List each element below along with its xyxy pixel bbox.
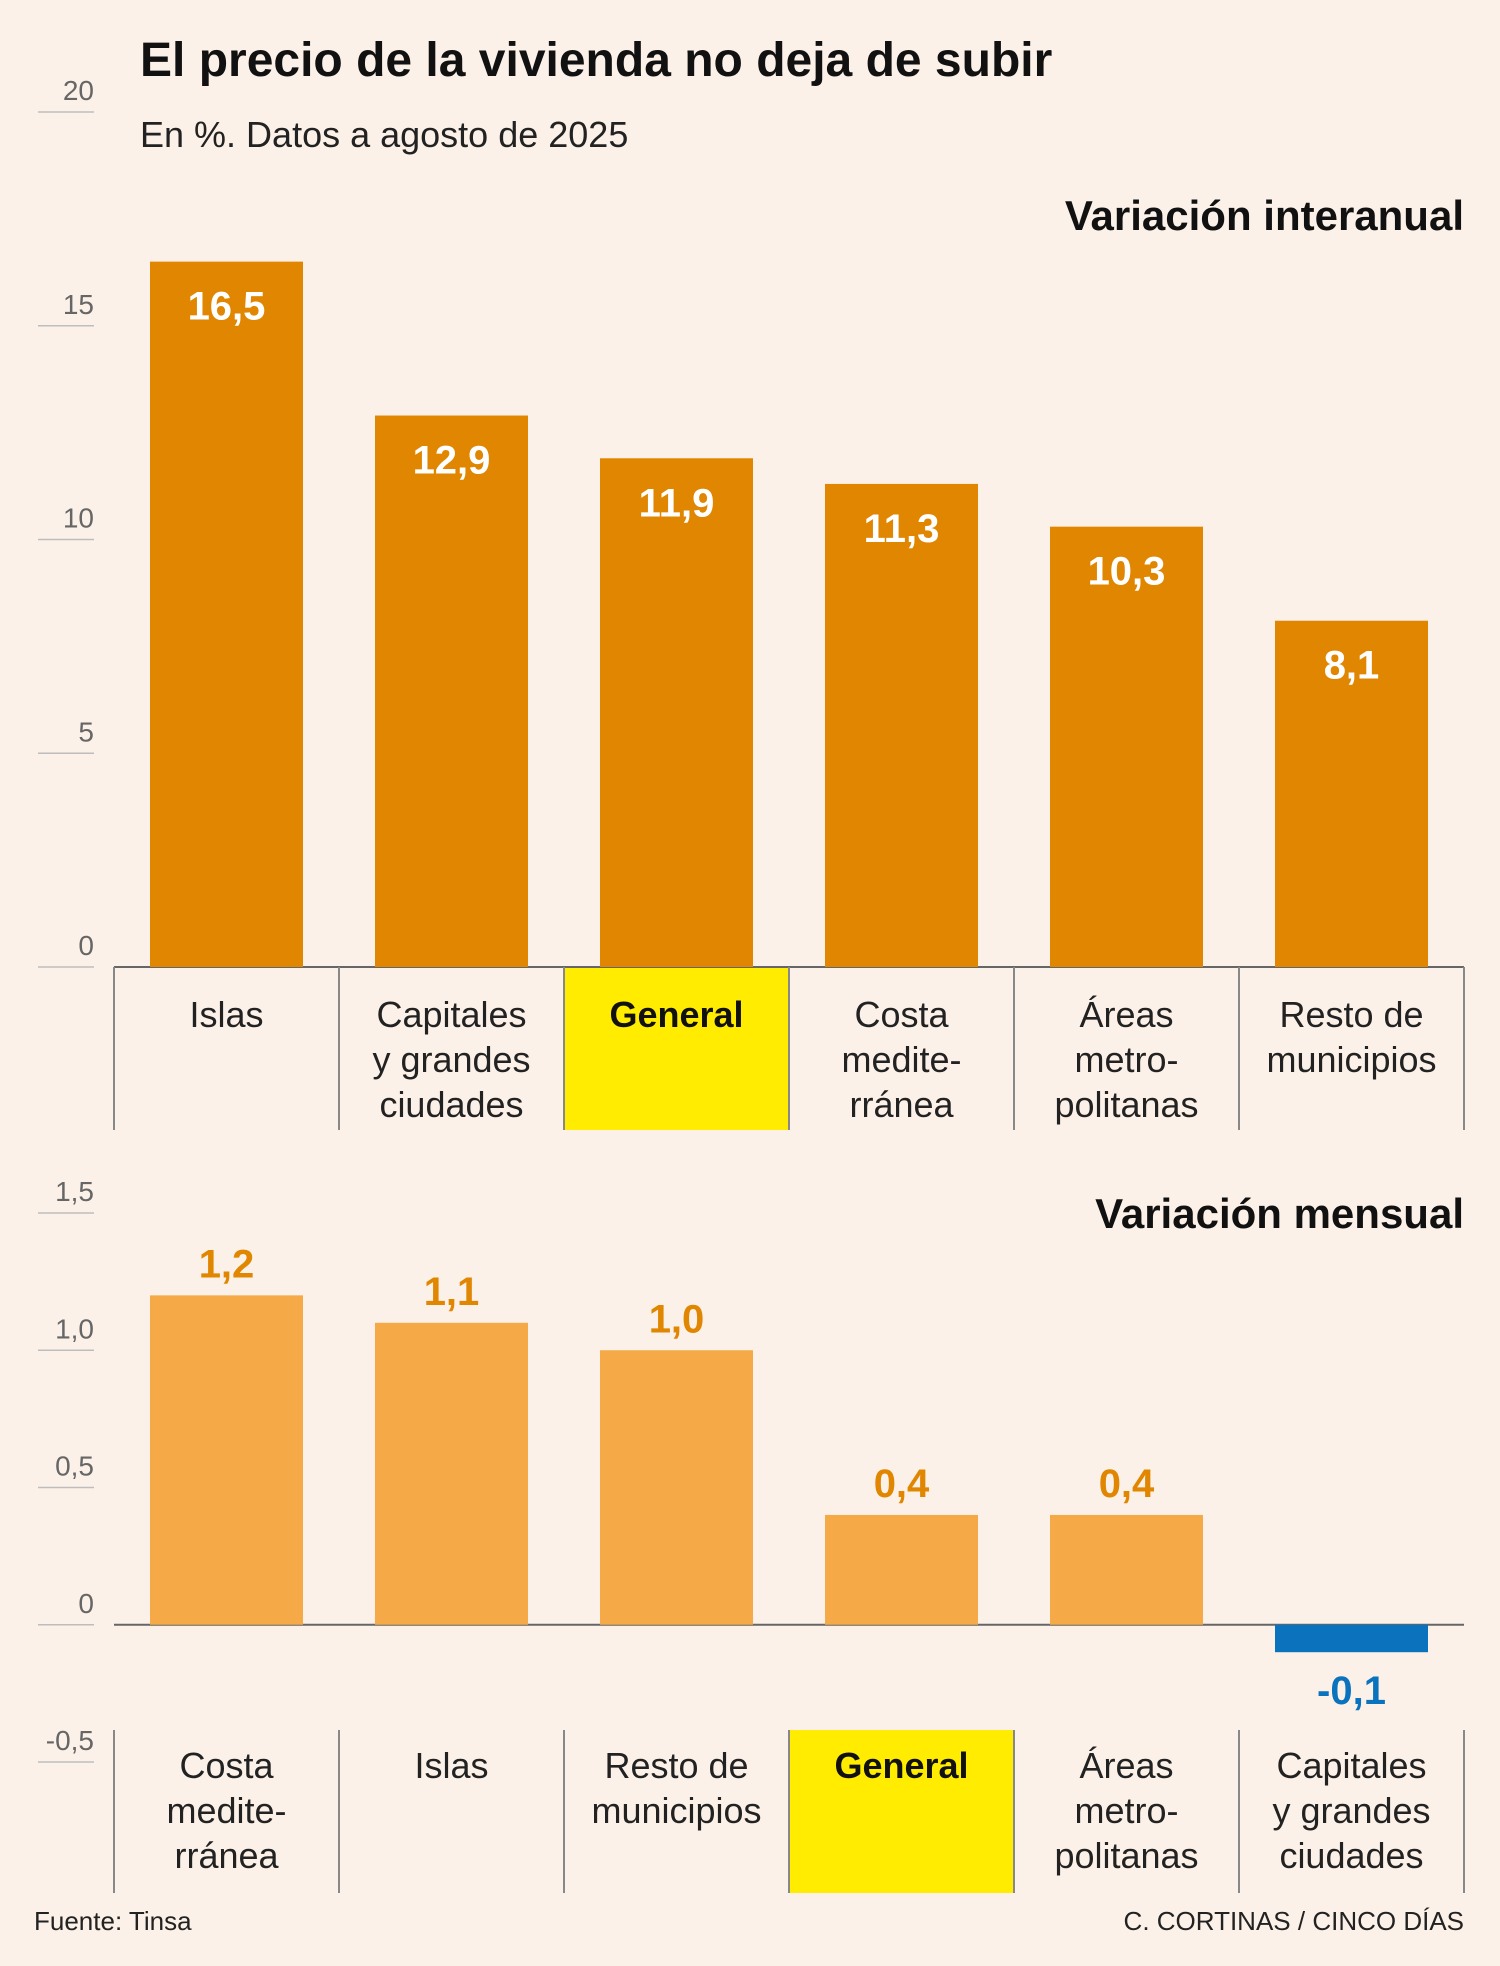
annual-bar (600, 458, 753, 967)
annual-category-label: politanas (1054, 1084, 1198, 1125)
monthly-bar (375, 1322, 528, 1625)
monthly-tick-label: -0,5 (46, 1725, 94, 1756)
annual-tick-label: 0 (78, 930, 94, 961)
annual-bar (1050, 526, 1203, 967)
monthly-highlight-cell (789, 1730, 1014, 1893)
monthly-category-label: General (834, 1745, 968, 1786)
monthly-tick-label: 0,5 (55, 1451, 94, 1482)
annual-bar (375, 415, 528, 967)
annual-tick-label: 15 (63, 289, 94, 320)
annual-data-label: 11,9 (639, 481, 715, 525)
monthly-section-title: Variación mensual (1095, 1190, 1464, 1237)
monthly-bar (600, 1350, 753, 1625)
annual-bar (825, 483, 978, 967)
annual-highlight-cell (564, 967, 789, 1130)
monthly-category-label: Islas (414, 1745, 488, 1786)
monthly-category-label: y grandes (1272, 1790, 1430, 1831)
annual-bar (1275, 620, 1428, 967)
annual-category-label: municipios (1266, 1039, 1436, 1080)
monthly-category-label: Capitales (1276, 1745, 1426, 1786)
monthly-category-label: Áreas (1079, 1745, 1173, 1786)
monthly-category-label: ciudades (1279, 1835, 1423, 1876)
annual-category-label: Áreas (1079, 994, 1173, 1035)
monthly-category-label: medite- (166, 1790, 286, 1831)
monthly-data-label: 1,0 (649, 1297, 705, 1341)
annual-tick-label: 5 (78, 716, 94, 747)
monthly-data-label: -0,1 (1317, 1669, 1386, 1713)
annual-data-label: 12,9 (413, 439, 491, 483)
annual-category-label: Capitales (376, 994, 526, 1035)
monthly-category-label: Resto de (604, 1745, 748, 1786)
monthly-tick-label: 0 (78, 1588, 94, 1619)
monthly-category-label: politanas (1054, 1835, 1198, 1876)
annual-category-label: ciudades (379, 1084, 523, 1125)
monthly-tick-label: 1,0 (55, 1313, 94, 1344)
annual-section-title: Variación interanual (1065, 192, 1464, 239)
annual-data-label: 11,3 (864, 507, 940, 551)
footer-source: Fuente: Tinsa (34, 1906, 192, 1936)
footer-credit: C. CORTINAS / CINCO DÍAS (1124, 1906, 1464, 1936)
annual-bar (150, 261, 303, 967)
annual-category-label: metro- (1074, 1039, 1178, 1080)
annual-category-label: y grandes (372, 1039, 530, 1080)
monthly-data-label: 1,1 (424, 1270, 480, 1314)
annual-category-label: rránea (849, 1084, 954, 1125)
annual-tick-label: 20 (63, 75, 94, 106)
chart-title: El precio de la vivienda no deja de subi… (140, 34, 1052, 87)
annual-category-label: Islas (189, 994, 263, 1035)
monthly-bar (1275, 1624, 1428, 1653)
monthly-tick-label: 1,5 (55, 1176, 94, 1207)
annual-data-label: 10,3 (1088, 550, 1166, 594)
monthly-bar (1050, 1514, 1203, 1625)
annual-category-label: Resto de (1279, 994, 1423, 1035)
monthly-data-label: 0,4 (874, 1462, 930, 1506)
annual-category-label: Costa (854, 994, 949, 1035)
monthly-data-label: 1,2 (199, 1242, 255, 1286)
monthly-category-label: Costa (179, 1745, 274, 1786)
monthly-bar (825, 1514, 978, 1625)
monthly-category-label: metro- (1074, 1790, 1178, 1831)
annual-category-label: General (609, 994, 743, 1035)
monthly-category-label: rránea (174, 1835, 279, 1876)
chart-subtitle: En %. Datos a agosto de 2025 (140, 114, 628, 155)
monthly-category-label: municipios (591, 1790, 761, 1831)
monthly-bar (150, 1295, 303, 1625)
annual-tick-label: 10 (63, 503, 94, 534)
annual-data-label: 16,5 (188, 285, 266, 329)
annual-category-label: medite- (841, 1039, 961, 1080)
monthly-data-label: 0,4 (1099, 1462, 1155, 1506)
annual-data-label: 8,1 (1324, 644, 1380, 688)
